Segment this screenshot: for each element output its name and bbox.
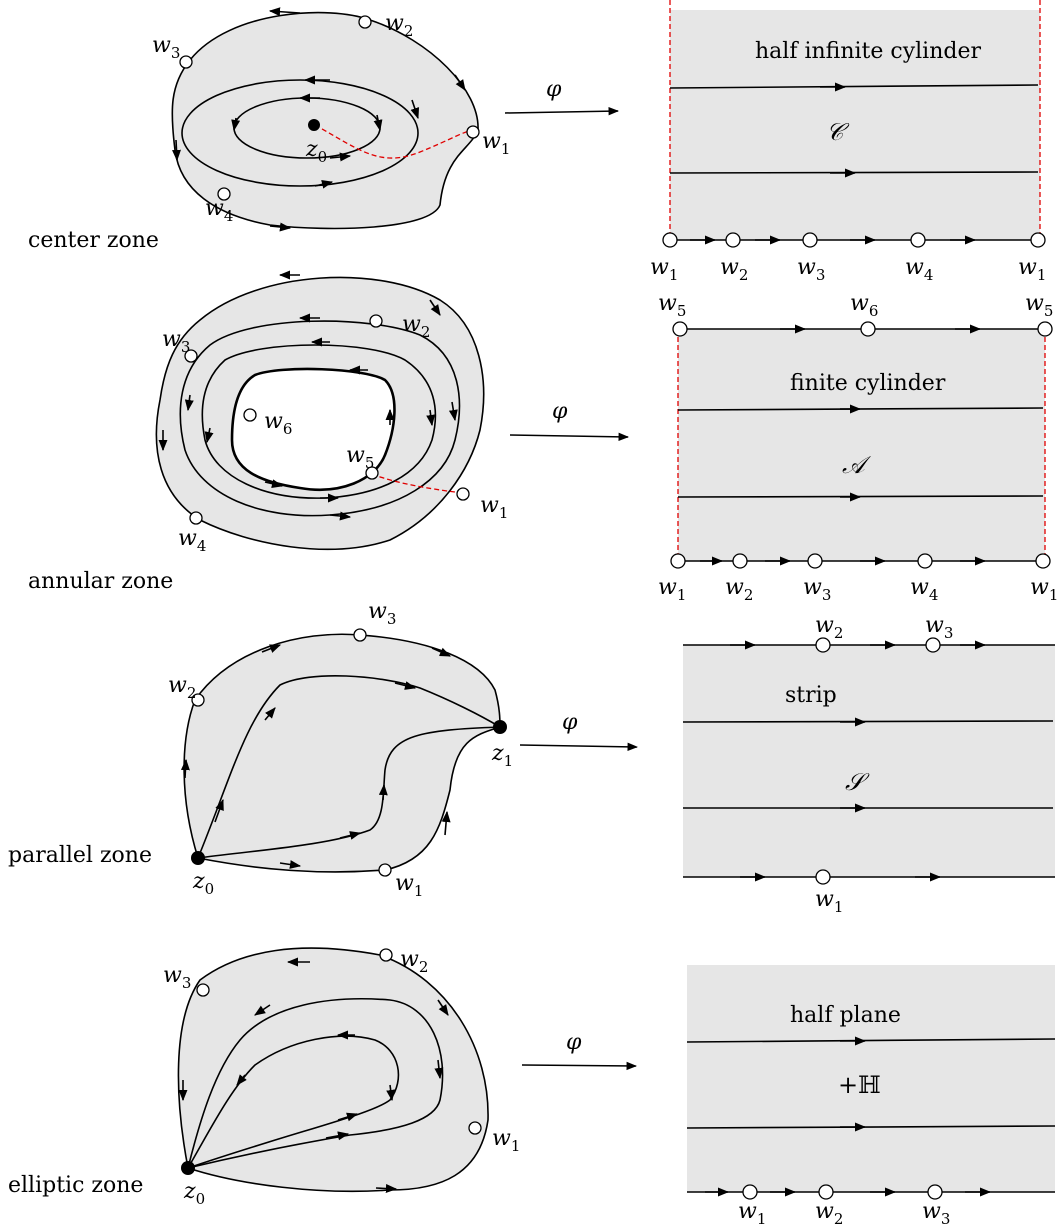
- svg-text:w2: w2: [725, 575, 753, 604]
- svg-text:w4: w4: [178, 526, 206, 555]
- svg-text:φ: φ: [562, 710, 578, 735]
- center-w4-point: [217, 187, 231, 201]
- svg-text:w1: w1: [650, 255, 678, 284]
- center-w2-label: w2: [385, 11, 413, 40]
- svg-text:w2: w2: [168, 673, 196, 702]
- svg-text:w1: w1: [395, 871, 423, 900]
- svg-text:w2: w2: [815, 613, 843, 642]
- svg-text:w1: w1: [1030, 575, 1058, 604]
- svg-text:w3: w3: [925, 613, 953, 642]
- elliptic-zone-region: [177, 947, 489, 1193]
- svg-text:z0: z0: [183, 1179, 205, 1208]
- center-phi-label: φ: [546, 77, 562, 102]
- center-w1-label: w1: [482, 129, 510, 158]
- center-orbit-outer: [181, 79, 419, 187]
- svg-text:w1: w1: [492, 1126, 520, 1155]
- svg-text:w2: w2: [720, 255, 748, 284]
- parallel-zone-name: parallel zone: [8, 843, 152, 868]
- svg-text:w1: w1: [1018, 255, 1046, 284]
- parallel-zone-left: w3 w2 w1 z0 z1 parallel zone: [8, 599, 513, 900]
- svg-text:w3: w3: [797, 255, 825, 284]
- elliptic-zone-name: elliptic zone: [8, 1173, 143, 1198]
- strip: strip 𝒮 w2 w3 w1: [682, 613, 1055, 916]
- svg-text:φ: φ: [552, 399, 568, 424]
- svg-text:w2: w2: [815, 1199, 843, 1225]
- center-w3-point: [179, 55, 193, 69]
- annular-hole: [230, 367, 396, 492]
- svg-text:φ: φ: [566, 1030, 582, 1055]
- center-zone-left: w2 w3 w1 w4 z0 center zone: [28, 7, 510, 253]
- svg-text:w1: w1: [738, 1199, 766, 1225]
- half-infinite-cylinder: half infinite cylinder 𝒞 w1 w2 w3 w4 w1: [650, 0, 1046, 284]
- svg-text:w3: w3: [922, 1199, 950, 1225]
- center-z0-point: [308, 119, 320, 131]
- svg-text:w4: w4: [910, 575, 938, 604]
- elliptic-zone-left: w2 w3 w1 z0 elliptic zone: [8, 947, 520, 1208]
- svg-text:w4: w4: [905, 255, 933, 284]
- center-phi-arrow: φ: [504, 77, 620, 116]
- svg-text:w2: w2: [400, 947, 428, 976]
- svg-text:z1: z1: [491, 741, 513, 770]
- center-zone-region: [171, 11, 479, 230]
- svg-text:w3: w3: [368, 599, 396, 628]
- svg-text:w1: w1: [815, 887, 843, 916]
- svg-text:w5: w5: [658, 291, 686, 320]
- target-title-3: half plane: [790, 1003, 901, 1028]
- half-plane: half plane +ℍ w1 w2 w3: [686, 965, 1056, 1225]
- center-zone-name: center zone: [28, 228, 159, 253]
- svg-text:w3: w3: [162, 327, 190, 356]
- annular-phi-arrow: φ: [509, 399, 630, 442]
- annular-zone-left: w2 w3 w1 w4 w5 w6 annular zone: [28, 270, 508, 594]
- parallel-phi-arrow: φ: [519, 710, 639, 752]
- target-title-2: strip: [785, 683, 837, 708]
- target-symbol-3: +ℍ: [838, 1071, 881, 1099]
- parallel-zone-region: [183, 633, 501, 873]
- svg-text:w6: w6: [850, 291, 878, 320]
- center-w1-point: [466, 125, 480, 139]
- center-cut: [314, 124, 477, 159]
- svg-text:w1: w1: [658, 575, 686, 604]
- target-title-1: finite cylinder: [790, 371, 946, 396]
- svg-text:w5: w5: [1025, 291, 1053, 320]
- svg-text:z0: z0: [192, 869, 214, 898]
- center-w3-label: w3: [152, 33, 180, 62]
- target-title-0: half infinite cylinder: [755, 39, 981, 64]
- finite-cylinder: finite cylinder 𝒜 w5 w6 w5 w1 w2 w3 w4 w…: [658, 291, 1058, 604]
- svg-text:w1: w1: [480, 493, 508, 522]
- center-w2-point: [358, 15, 372, 29]
- svg-text:w3: w3: [163, 963, 191, 992]
- svg-text:w3: w3: [803, 575, 831, 604]
- elliptic-phi-arrow: φ: [521, 1030, 638, 1071]
- annular-zone-name: annular zone: [28, 569, 173, 594]
